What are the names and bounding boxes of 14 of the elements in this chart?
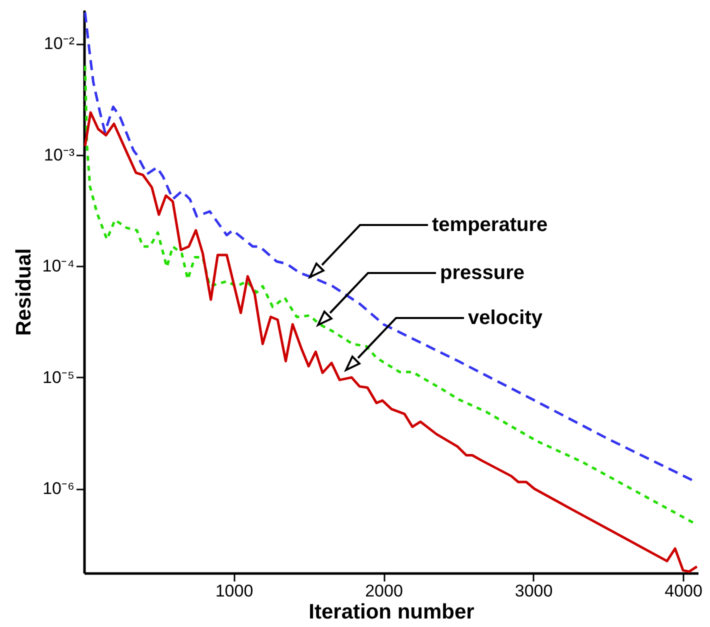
y-tick-label: 10⁻³	[44, 145, 75, 164]
y-tick-label: 10⁻²	[44, 34, 75, 54]
y-axis-title: Residual	[12, 248, 36, 336]
y-tick-label: 10⁻⁶	[42, 479, 74, 498]
annotation: velocity	[468, 307, 544, 329]
x-axis-title: Iteration number	[308, 600, 474, 624]
y-tick-label: 10⁻⁴	[42, 256, 74, 276]
x-tick-label: 2000	[365, 582, 403, 600]
y-tick-label: 10⁻⁵	[42, 368, 74, 387]
annotation: temperature	[432, 214, 548, 236]
x-tick-label: 4000	[664, 582, 702, 600]
x-tick-label: 3000	[514, 582, 553, 600]
annotation: pressure	[440, 262, 524, 284]
x-tick-label: 1000	[215, 582, 254, 600]
